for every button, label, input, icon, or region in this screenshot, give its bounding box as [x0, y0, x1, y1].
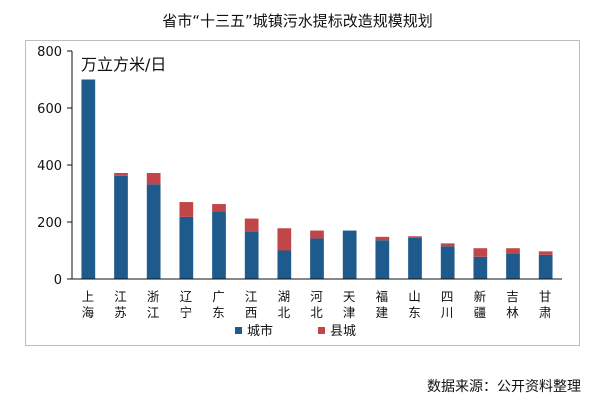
y-tick-label: 0: [54, 273, 62, 288]
x-category-label: 福建: [376, 289, 390, 320]
x-category-label: 江苏: [114, 289, 128, 320]
legend: 城市 县城: [235, 323, 356, 339]
bar-county-13: [506, 248, 520, 254]
bar-county-14: [538, 251, 553, 255]
bar-city-3: [179, 216, 194, 279]
x-category-label: 浙江: [147, 289, 161, 320]
bar-county-1: [114, 172, 128, 176]
bar-county-4: [212, 204, 226, 212]
x-category-label: 上海: [82, 289, 96, 320]
chart-title: 省市“十三五”城镇污水提标改造规模规划: [162, 12, 433, 30]
bar-city-10: [408, 237, 422, 279]
x-category-label: 广东: [212, 289, 226, 320]
x-category-label: 新疆: [474, 289, 488, 320]
y-tick-label: 400: [37, 159, 62, 174]
bar-city-6: [277, 250, 292, 279]
x-category-label: 山东: [408, 289, 422, 320]
legend-label-county: 县城: [330, 324, 356, 339]
bars: [81, 79, 553, 279]
y-tick-label: 600: [37, 102, 62, 117]
x-category-label: 湖北: [278, 289, 292, 320]
bar-city-14: [538, 254, 553, 279]
legend-swatch-city: [235, 327, 242, 334]
bar-county-2: [146, 172, 161, 185]
x-category-label: 辽宁: [180, 289, 194, 320]
bar-county-3: [179, 202, 194, 217]
bar-city-0: [81, 79, 96, 279]
bar-county-7: [310, 230, 324, 239]
unit-label: 万立方米/日: [81, 55, 166, 74]
bar-city-5: [244, 231, 259, 279]
x-category-label: 江西: [245, 289, 259, 320]
legend-label-city: 城市: [247, 323, 273, 339]
x-category-label: 河北: [310, 289, 324, 320]
bar-city-9: [375, 240, 390, 279]
x-category-label: 吉林: [506, 289, 520, 320]
bar-county-11: [440, 243, 455, 247]
x-category-label: 四川: [441, 289, 455, 320]
bar-city-4: [212, 211, 226, 279]
source-note: 数据来源：公开资料整理: [427, 379, 581, 395]
bar-city-8: [342, 230, 357, 279]
x-category-label: 甘肃: [539, 289, 553, 320]
bar-city-12: [473, 256, 488, 279]
bar-county-10: [408, 236, 422, 238]
y-axis: 0 200 400 600 800: [37, 45, 73, 288]
legend-swatch-county: [318, 327, 325, 334]
bar-county-5: [244, 218, 259, 232]
bar-city-2: [146, 184, 161, 279]
bar-city-1: [114, 175, 128, 279]
bar-county-12: [473, 248, 488, 257]
bar-city-7: [310, 238, 324, 279]
x-category-label: 天津: [343, 289, 357, 320]
bar-city-13: [506, 253, 520, 279]
y-tick-label: 800: [37, 45, 62, 60]
bar-county-9: [375, 236, 390, 241]
chart-frame: [25, 40, 580, 346]
y-tick-label: 200: [37, 216, 62, 231]
bar-county-6: [277, 228, 292, 251]
bar-city-11: [440, 246, 455, 279]
